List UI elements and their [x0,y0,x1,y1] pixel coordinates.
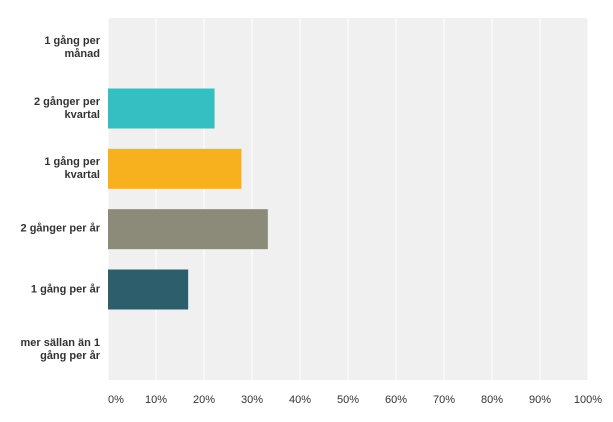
x-tick-label: 70% [433,394,455,406]
y-tick-label: 1 gång per år [30,283,100,295]
x-tick-label: 80% [481,394,503,406]
x-tick-label: 60% [385,394,407,406]
bar [108,269,189,310]
x-tick-label: 90% [529,394,551,406]
y-tick-label: 1 gång per kvartal [44,155,100,181]
x-tick-label: 50% [337,394,359,406]
bar [108,148,242,189]
bar [108,88,215,129]
y-tick-label: 2 gånger per kvartal [33,95,100,121]
x-tick-label: 100% [574,394,602,406]
x-tick-label: 10% [145,394,167,406]
y-tick-label: 2 gånger per år [20,222,100,235]
y-tick-label: mer sällan än 1 gång per år [20,336,101,362]
bar [108,209,268,250]
x-tick-label: 30% [241,394,263,406]
y-tick-label: 1 gång per månad [44,35,100,61]
x-tick-label: 20% [193,394,215,406]
x-tick-label: 40% [289,394,311,406]
x-tick-label: 0% [108,394,124,406]
